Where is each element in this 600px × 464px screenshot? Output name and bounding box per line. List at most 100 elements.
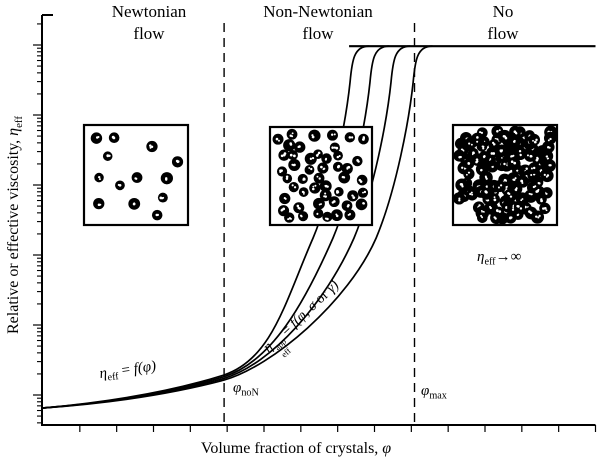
inset-box-densely-packed-crystals (451, 123, 559, 227)
particle-speckle (351, 194, 354, 197)
particle-speckle (472, 151, 475, 154)
particle-speckle (331, 146, 334, 149)
particle-speckle (282, 207, 286, 211)
particle-speckle (335, 213, 338, 216)
particle-speckle (495, 209, 499, 212)
annotation-phi-non: φnoN (233, 380, 259, 399)
particle-speckle (287, 218, 290, 221)
inset-box-intermediate-crystal-content (268, 125, 374, 227)
particle-speckle (512, 154, 515, 157)
particle-speckle (535, 138, 538, 142)
particle-speckle (503, 178, 507, 182)
region-title-line: flow (487, 24, 519, 43)
particle-speckle (303, 178, 306, 181)
particle-speckle (362, 202, 365, 205)
particle-speckle (460, 183, 464, 186)
particle-speckle (528, 210, 531, 213)
crystal-particle (286, 128, 298, 140)
axes (33, 14, 597, 432)
crystal-particle (355, 198, 368, 211)
particle-speckle (106, 154, 110, 158)
particle-speckle (492, 152, 496, 155)
eta-symbol: η (477, 249, 485, 265)
particle-speckle (508, 192, 511, 196)
particle-speckle (519, 153, 522, 157)
crystal-particle (131, 172, 143, 183)
particle-speckle (461, 166, 464, 169)
infinity-symbol: ∞ (510, 249, 522, 265)
particle-speckle (509, 195, 513, 198)
particle-speckle (478, 204, 481, 207)
region-title-line: flow (133, 24, 165, 43)
crystal-particle (309, 182, 321, 194)
particle-speckle (132, 202, 136, 206)
particle-speckle (347, 203, 350, 207)
crystal-particle (313, 197, 325, 210)
particle-speckle (149, 144, 152, 147)
particle-speckle (293, 154, 296, 158)
particle-speckle (292, 163, 295, 167)
particle-speckle (481, 216, 484, 219)
particle-speckle (516, 169, 519, 172)
particle-speckle (530, 174, 533, 177)
particle-speckle (279, 170, 282, 174)
particle-speckle (97, 175, 101, 179)
particle-speckle (545, 192, 548, 195)
particle-speckle (318, 177, 321, 180)
particle-speckle (476, 140, 479, 143)
particle-speckle (285, 177, 289, 180)
particle-speckle (542, 207, 545, 210)
particle-speckle (283, 152, 287, 155)
particle-speckle (302, 192, 305, 195)
particle-speckle (323, 167, 326, 170)
particle-speckle (335, 146, 339, 150)
crystal-particle (356, 174, 368, 186)
particle-speckle (342, 176, 346, 179)
particle-speckle (513, 161, 517, 165)
particle-speckle (489, 205, 492, 208)
particle-speckle (309, 157, 313, 160)
particle-speckle (471, 193, 474, 196)
particle-speckle (503, 162, 506, 166)
particle-speckle (505, 188, 508, 191)
particle-speckle (95, 136, 99, 139)
particle-speckle (155, 214, 158, 217)
inset-box-dilute-crystal-suspension (82, 123, 190, 227)
annotation-phi-max: φmax (421, 383, 447, 402)
particle-speckle (500, 184, 503, 187)
particle-speckle (516, 204, 519, 208)
particle-speckle (532, 139, 534, 142)
particle-speckle (314, 184, 317, 187)
particle-speckle (338, 155, 341, 158)
particle-speckle (289, 143, 293, 146)
crystal-particle (493, 180, 506, 193)
particle-speckle (514, 188, 518, 192)
particle-speckle (312, 185, 315, 188)
particle-speckle (540, 198, 543, 201)
particle-speckle (357, 160, 360, 163)
particle-speckle (283, 197, 286, 200)
particle-speckle (291, 132, 294, 135)
x-axis-label: Volume fraction of crystals, φ (201, 440, 391, 458)
particle-speckle (299, 214, 303, 217)
function-expression: f(φ) (132, 358, 158, 378)
particle-speckle (297, 145, 300, 149)
particle-speckle (545, 209, 548, 212)
particle-speckle (494, 217, 497, 220)
particle-speckle (333, 133, 336, 136)
particle-speckle (499, 149, 502, 152)
particle-speckle (470, 191, 473, 194)
particle-speckle (511, 208, 515, 211)
particle-speckle (317, 151, 321, 155)
particle-speckle (310, 167, 313, 171)
particle-speckle (362, 137, 366, 140)
particle-speckle (525, 167, 528, 170)
particle-speckle (521, 180, 524, 183)
arrow-right-icon: → (495, 249, 511, 265)
particle-speckle (324, 192, 327, 195)
particle-speckle (458, 199, 461, 202)
particle-speckle (165, 178, 168, 181)
particle-speckle (521, 182, 524, 185)
particle-speckle (491, 165, 494, 168)
